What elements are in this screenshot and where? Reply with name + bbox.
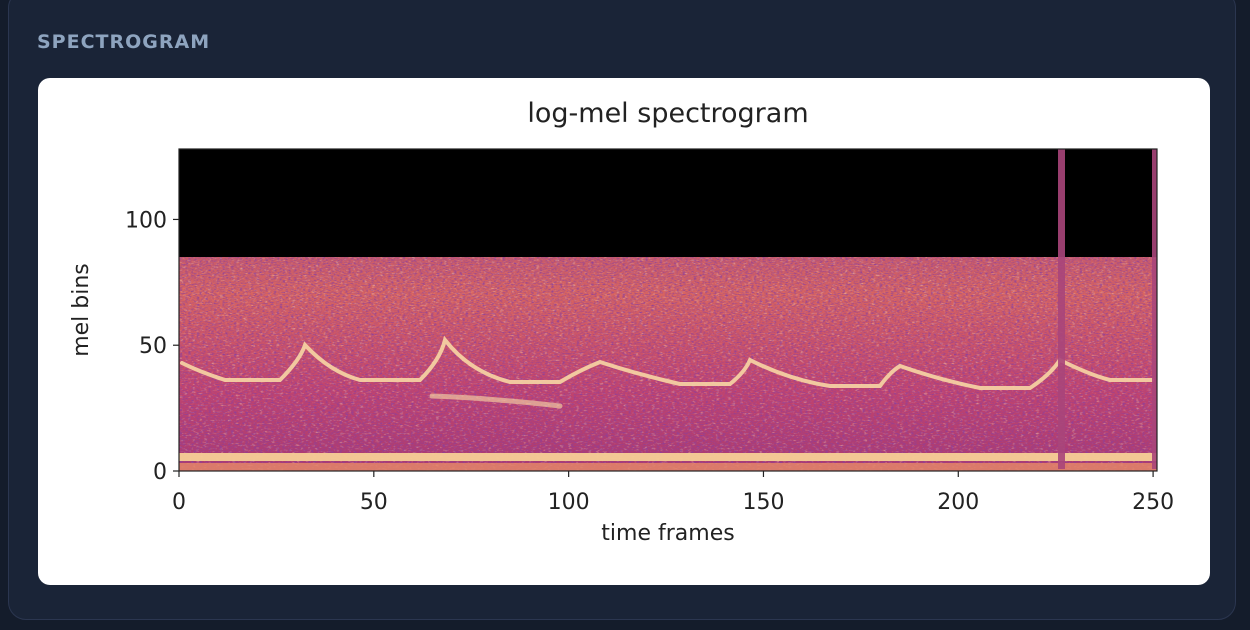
x-tick-label: 250	[1132, 490, 1174, 515]
y-tick-label: 50	[139, 334, 167, 359]
y-tick-label: 0	[153, 460, 167, 485]
y-tick-label: 100	[125, 208, 167, 233]
y-axis-label: mel bins	[69, 263, 94, 357]
x-tick-label: 200	[937, 490, 979, 515]
x-tick-label: 0	[172, 490, 186, 515]
chart-card: log-mel spectrogram time frames mel bins…	[38, 78, 1210, 585]
chart: log-mel spectrogram time frames mel bins…	[69, 98, 1174, 546]
x-tick-label: 50	[360, 490, 388, 515]
panel-title: SPECTROGRAM	[37, 31, 211, 53]
x-tick-label: 150	[742, 490, 784, 515]
x-tick-label: 100	[548, 490, 590, 515]
chart-title: log-mel spectrogram	[527, 98, 808, 129]
x-axis-label: time frames	[601, 521, 734, 546]
plot-frame	[178, 148, 1158, 472]
spectrogram-image	[179, 149, 1157, 471]
